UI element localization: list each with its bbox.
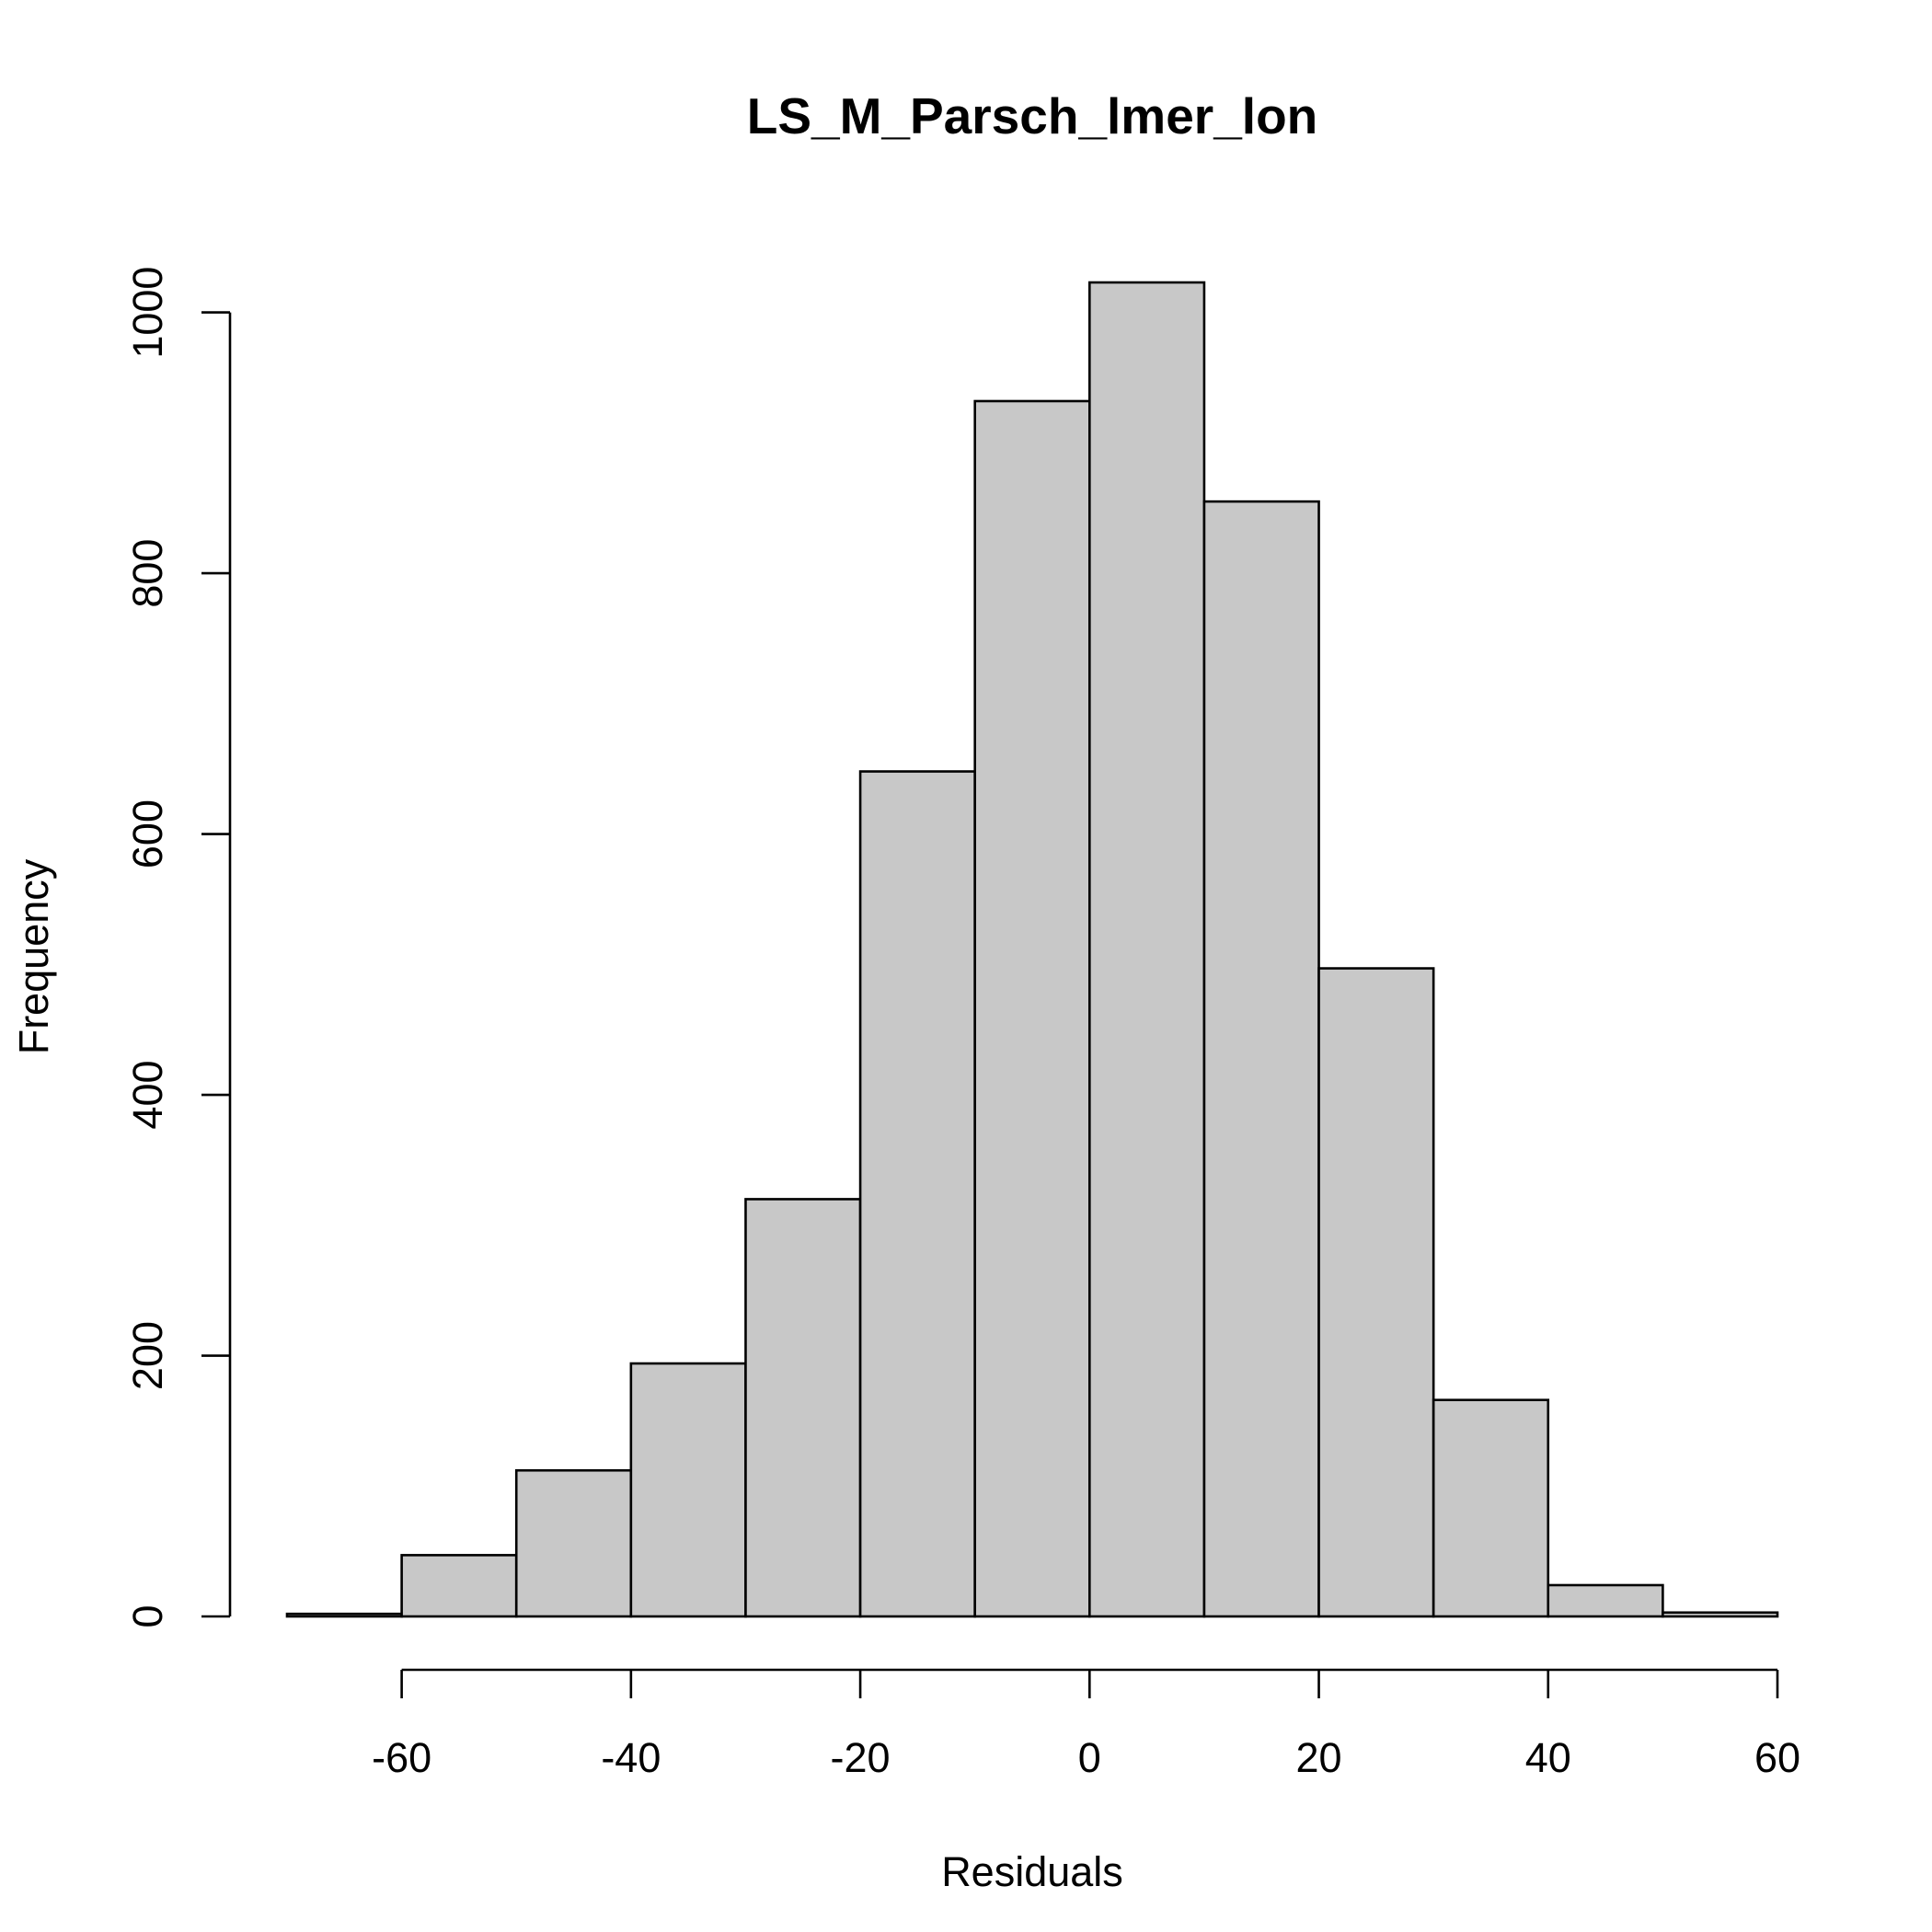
histogram-bar — [973, 399, 1091, 1618]
x-tick-label: -20 — [831, 1734, 891, 1781]
y-tick-label: 1000 — [124, 267, 171, 359]
x-axis: -60 -40 -20 0 20 40 60 — [372, 1668, 1800, 1781]
histogram-bar — [629, 1362, 747, 1618]
x-axis-title: Residuals — [941, 1848, 1123, 1895]
histogram-bar — [1432, 1398, 1550, 1618]
chart-title: LS_M_Parsch_lmer_lon — [747, 87, 1318, 144]
y-tick-label: 400 — [124, 1060, 171, 1129]
y-tick-label: 600 — [124, 799, 171, 868]
x-tick-label: -40 — [601, 1734, 661, 1781]
y-axis-title: Frequency — [10, 858, 57, 1054]
histogram-bar — [285, 1612, 403, 1618]
histogram-bar — [1547, 1583, 1664, 1618]
histogram-bar — [514, 1468, 633, 1618]
histogram-bar — [1662, 1611, 1779, 1618]
histogram-bar — [1202, 500, 1320, 1618]
histogram-bar — [858, 770, 976, 1618]
y-tick-label: 0 — [124, 1604, 171, 1627]
x-tick-label: 60 — [1754, 1734, 1800, 1781]
histogram-bar — [1088, 281, 1206, 1618]
x-tick-label: 0 — [1078, 1734, 1101, 1781]
bars-group — [285, 281, 1779, 1618]
histogram-bar — [1317, 967, 1435, 1618]
histogram-bar — [400, 1554, 518, 1618]
x-tick-label: 20 — [1296, 1734, 1342, 1781]
x-tick-label: -60 — [372, 1734, 431, 1781]
y-tick-label: 800 — [124, 539, 171, 608]
x-tick-label: 40 — [1525, 1734, 1571, 1781]
y-tick-label: 200 — [124, 1321, 171, 1390]
y-axis: 0 200 400 600 800 1000 — [124, 267, 232, 1628]
histogram-bar — [744, 1198, 862, 1618]
